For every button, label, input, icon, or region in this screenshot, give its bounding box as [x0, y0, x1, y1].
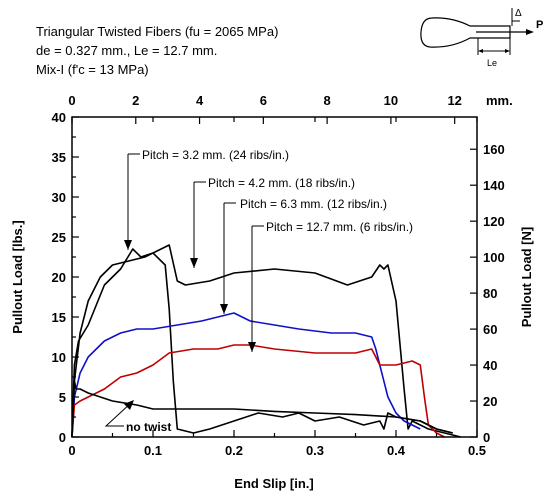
le-label: Le	[487, 58, 497, 68]
plot-frame	[71, 116, 478, 438]
y-tick-label: 25	[52, 230, 66, 245]
info-line-1: Triangular Twisted Fibers (fu = 2065 MPa…	[36, 24, 278, 39]
top-tick-label: 6	[260, 93, 267, 108]
annotation-pitch-12-7: Pitch = 12.7 mm. (6 ribs/in.)	[266, 220, 413, 234]
x-tick-label: 0.2	[225, 443, 243, 458]
y-tick-label: 15	[52, 310, 66, 325]
annotation-arrowhead-no-twist	[124, 400, 134, 410]
y-tick-label: 20	[52, 270, 66, 285]
y-tick-label: 40	[52, 110, 66, 125]
x-tick-label: 0.3	[306, 443, 324, 458]
right-tick-label: 120	[483, 214, 505, 229]
series-layer	[71, 244, 461, 438]
top-axis-unit: mm.	[486, 93, 513, 108]
x-tick-label: 0	[68, 443, 75, 458]
top-tick-label: 2	[132, 93, 139, 108]
series-line-2	[71, 244, 461, 438]
y-axis-title-left: Pullout Load [lbs.]	[10, 220, 25, 333]
annotation-arrowhead-pitch-3-2	[124, 240, 132, 250]
y-tick-label: 30	[52, 190, 66, 205]
annotation-pitch-3-2: Pitch = 3.2 mm. (24 ribs/in.)	[142, 148, 289, 162]
annotation-arrowhead-pitch-6-3	[220, 304, 228, 314]
right-tick-label: 100	[483, 250, 505, 265]
axes-layer	[71, 116, 478, 438]
x-tick-label: 0.4	[387, 443, 406, 458]
right-tick-label: 80	[483, 286, 497, 301]
top-tick-label: 10	[384, 93, 398, 108]
top-tick-label: 8	[324, 93, 331, 108]
x-axis-title: End Slip [in.]	[234, 476, 313, 491]
annotation-pitch-4-2: Pitch = 4.2 mm. (18 ribs/in.)	[208, 176, 355, 190]
annotation-arrowhead-pitch-12-7	[248, 342, 256, 352]
series-line-1	[71, 248, 453, 438]
y-tick-label: 0	[59, 430, 66, 445]
right-tick-label: 40	[483, 358, 497, 373]
fiber-schematic-icon: P Le Δ	[420, 8, 543, 68]
series-line-3	[71, 312, 421, 438]
annotation-arrowhead-pitch-4-2	[190, 258, 198, 268]
right-tick-label: 0	[483, 430, 490, 445]
annotation-no-twist: no twist	[126, 420, 171, 434]
annotation-arrow-no-twist	[104, 401, 133, 427]
right-tick-label: 60	[483, 322, 497, 337]
y-axis-title-right: Pullout Load [N]	[519, 227, 534, 327]
load-p-label: P	[536, 19, 543, 31]
top-tick-label: 0	[68, 93, 75, 108]
top-tick-label: 12	[447, 93, 461, 108]
x-tick-label: 0.1	[144, 443, 162, 458]
right-tick-label: 160	[483, 142, 505, 157]
right-tick-label: 20	[483, 394, 497, 409]
info-line-3: Mix-I (f'c = 13 MPa)	[36, 62, 149, 77]
annotation-layer: Pitch = 3.2 mm. (24 ribs/in.) Pitch = 4.…	[104, 148, 413, 434]
x-tick-label: 0.5	[468, 443, 486, 458]
annotation-pitch-6-3: Pitch = 6.3 mm. (12 ribs/in.)	[240, 197, 387, 211]
y-tick-label: 5	[59, 390, 66, 405]
top-tick-label: 4	[196, 93, 204, 108]
y-tick-label: 10	[52, 350, 66, 365]
info-line-2: de = 0.327 mm., Le = 12.7 mm.	[36, 43, 217, 58]
series-line-5	[71, 380, 453, 438]
delta-label: Δ	[515, 8, 522, 19]
y-tick-label: 35	[52, 150, 66, 165]
right-tick-label: 140	[483, 178, 505, 193]
